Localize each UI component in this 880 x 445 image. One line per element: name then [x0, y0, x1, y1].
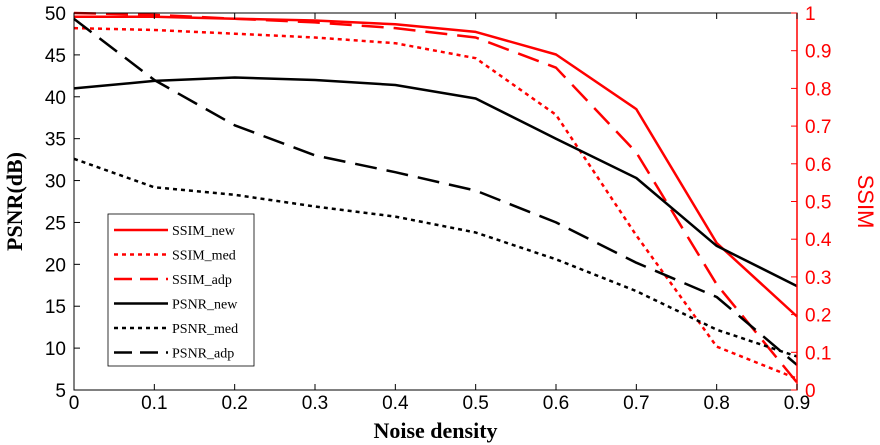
y-tick-label: 45: [45, 46, 66, 67]
series-lines: [73, 11, 798, 384]
y-right-tick-label: 0.8: [805, 79, 831, 100]
y-right-tick-label: 1: [805, 4, 816, 25]
legend: SSIM_new SSIM_med SSIM_adp PSNR_new PSNR_med…: [107, 213, 255, 367]
y-right-tick-label: 0.9: [805, 42, 831, 63]
x-tick-label: 0.7: [623, 393, 649, 414]
series-line-psnr-adp: [73, 17, 798, 366]
x-tick-label: 0.6: [543, 393, 569, 414]
y-tick-label: 30: [45, 172, 66, 193]
axis-ticks: 0 0.1 0.2 0.3 0.4 0.5 0.6 0.7 0.8 0.9510152025303…: [45, 4, 832, 414]
y-right-tick-label: 0.4: [805, 230, 832, 251]
legend-entry: SSIM_adp: [172, 273, 232, 288]
legend-entry: PSNR_adp: [172, 347, 234, 362]
y-right-tick-label: 0.1: [805, 343, 831, 364]
x-tick-label: 0.4: [382, 393, 409, 414]
x-axis-label: Noise density: [373, 418, 497, 443]
y-tick-label: 35: [45, 130, 66, 151]
series-line-ssim-new: [74, 15, 798, 318]
x-tick-label: 0.2: [221, 393, 247, 414]
x-tick-label: 0: [69, 393, 80, 414]
legend-entry: PSNR_med: [172, 322, 238, 337]
y-right-tick-label: 0.7: [805, 117, 831, 138]
y-tick-label: 10: [45, 339, 66, 360]
x-tick-label: 0.1: [141, 393, 167, 414]
y-tick-label: 20: [45, 255, 66, 276]
y-axis-label: PSNR(dB): [2, 152, 27, 251]
y-tick-label: 25: [45, 213, 66, 234]
x-tick-label: 0.8: [703, 393, 729, 414]
y-right-tick-label: 0: [805, 381, 816, 402]
y-right-tick-label: 0.6: [805, 155, 831, 176]
legend-box: [107, 213, 255, 367]
series-line-psnr-med: [73, 157, 798, 358]
y-right-tick-label: 0.2: [805, 306, 831, 327]
legend-entry: SSIM_new: [172, 224, 236, 239]
y-tick-label: 50: [45, 4, 66, 25]
y-axis-label-right: SSIM: [853, 175, 878, 229]
x-tick-label: 0.5: [462, 393, 488, 414]
y-tick-label: 40: [45, 88, 66, 109]
series-line-ssim-med: [73, 26, 798, 380]
series-line-ssim-adp: [73, 11, 798, 384]
series-line-psnr-new: [73, 76, 798, 288]
y-tick-label: 15: [45, 297, 66, 318]
legend-entry: SSIM_med: [172, 249, 236, 264]
y-right-tick-label: 0.3: [805, 268, 831, 289]
y-tick-label: 5: [55, 381, 66, 402]
x-tick-label: 0.9: [784, 393, 810, 414]
y-right-tick-label: 0.5: [805, 193, 831, 214]
legend-entry: PSNR_new: [172, 298, 238, 313]
x-tick-label: 0.3: [302, 393, 328, 414]
